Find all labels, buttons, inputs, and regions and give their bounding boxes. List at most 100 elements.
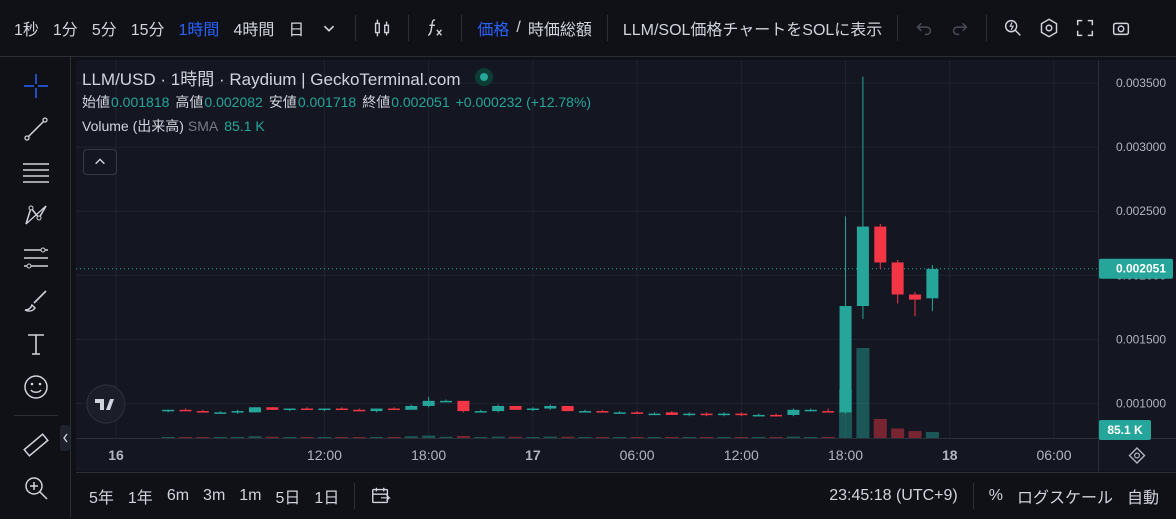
auto-scale-toggle[interactable]: 自動 [1126,490,1159,507]
volume-bar [856,348,870,438]
interval-button[interactable]: 4時間 [233,22,275,39]
toolbar-divider [972,483,974,509]
quick-search-icon[interactable] [995,8,1031,48]
date-range-calendar-icon[interactable] [363,476,399,516]
candle-body [822,411,835,413]
interval-button[interactable]: 1分 [52,22,78,39]
fullscreen-icon[interactable] [1067,8,1103,48]
candle-body [770,414,783,417]
price-chart[interactable]: 0.0010000.0015000.0020000.0025000.003000… [0,0,1176,472]
interval-button[interactable]: 1時間 [178,22,220,39]
candle-body [856,226,869,307]
chart-legend: LLM/USD · 1時間 · Raydium | GeckoTerminal.… [82,64,597,138]
toolbar-divider [408,15,410,41]
volume-bar [370,436,384,438]
toolbar-divider [897,15,899,41]
range-button[interactable]: 1m [239,487,262,504]
volume-bar [595,437,609,438]
range-button[interactable]: 1年 [127,490,153,507]
candle-body [457,400,470,412]
screenshot-icon[interactable] [1103,8,1139,48]
collapse-toolbar-chevron-icon[interactable] [60,425,70,451]
last-price-label: 0.002051 [1116,262,1166,276]
brush-icon[interactable] [16,281,56,321]
time-axis-settings-dot [1133,452,1140,459]
market-status-dot-icon [474,68,493,86]
candle-body [440,400,453,403]
volume-bar [265,436,279,438]
interval-button[interactable]: 日 [288,22,305,39]
x-tick-label: 17 [525,447,541,463]
symbol-title-row: LLM/USD · 1時間 · Raydium | GeckoTerminal.… [82,64,597,90]
volume-bar [196,437,210,438]
sol-price-toggle[interactable]: LLM/SOL価格チャートをSOLに表示 [622,22,883,39]
high-value: 0.002082 [204,94,263,110]
toolbar-divider [14,415,58,416]
percent-scale-toggle[interactable]: % [988,487,1003,504]
emoji-icon[interactable] [16,367,56,407]
candle-body [335,408,348,411]
range-button[interactable]: 6m [166,487,190,504]
undo-icon[interactable] [906,8,942,48]
interval-button[interactable]: 1秒 [14,22,39,39]
interval-button[interactable]: 5分 [91,22,117,39]
open-value: 0.001818 [111,94,170,110]
toolbar-divider [355,15,357,41]
range-button[interactable]: 5年 [89,490,114,507]
symbol-title: LLM/USD · 1時間 · Raydium | GeckoTerminal.… [82,69,461,89]
ruler-icon[interactable] [16,425,56,465]
interval-button[interactable]: 15分 [130,22,165,39]
x-tick-label: 06:00 [1036,447,1071,463]
volume-value-label: 85.1 K [1107,423,1143,437]
volume-bar [613,437,627,438]
range-button[interactable]: 1日 [314,490,340,507]
volume-bar [700,437,714,438]
candle-body [700,413,713,416]
trend-line-icon[interactable] [16,109,56,149]
log-scale-toggle[interactable]: ログスケール [1016,490,1113,507]
zoom-in-icon[interactable] [16,468,56,508]
candlestick-chart-type-icon[interactable] [364,8,400,48]
settings-hexagon-icon[interactable] [1031,8,1067,48]
indicators-fx-icon[interactable] [417,8,453,48]
range-button[interactable]: 5日 [275,490,301,507]
x-tick-label: 06:00 [620,447,655,463]
y-tick-label: 0.001000 [1116,396,1166,410]
volume-bar [283,437,297,438]
market-cap-toggle[interactable]: 時価総額 [527,22,592,39]
fibonacci-icon[interactable] [16,238,56,278]
redo-icon[interactable] [942,8,978,48]
volume-bar [908,431,922,438]
crosshair-icon[interactable] [16,66,56,106]
legend-collapse-chevron-up-icon[interactable] [83,149,117,175]
candle-body [596,411,609,413]
volume-bar [543,436,557,438]
volume-bar [526,437,540,438]
drawing-toolbar [0,57,71,518]
volume-bar [891,428,905,438]
interval-dropdown-chevron-icon[interactable] [311,8,347,48]
y-tick-label: 0.003500 [1116,76,1166,90]
volume-bar [352,437,366,438]
low-value: 0.001718 [297,94,357,110]
horizontal-lines-icon[interactable] [16,152,56,192]
candle-body [839,306,852,413]
candle-body [648,413,661,416]
volume-bar [786,436,800,438]
volume-bar [248,436,262,438]
pattern-tool-icon[interactable] [16,195,56,235]
volume-bar [630,437,644,438]
candle-body [248,407,261,413]
range-button[interactable]: 3m [203,487,226,504]
text-tool-icon[interactable] [16,324,56,364]
chart-area[interactable] [76,60,1176,471]
clock-timezone[interactable]: 23:45:18 (UTC+9) [829,487,958,504]
price-toggle[interactable]: 価格 [477,22,510,39]
volume-bar [300,436,314,438]
volume-bar [456,435,470,438]
candle-body [665,412,678,415]
volume-bar [404,436,418,438]
time-axis-settings-icon [1128,447,1146,464]
candle-body [631,412,644,414]
candle-body [266,407,279,410]
